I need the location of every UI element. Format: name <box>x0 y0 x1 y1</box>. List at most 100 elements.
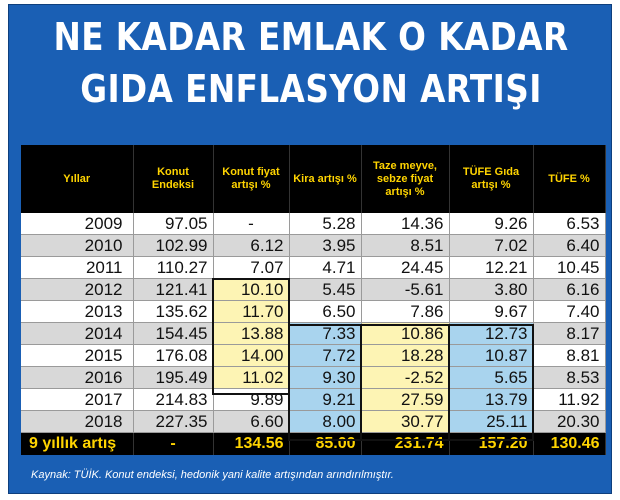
table-row: 2017 214.83 9.89 9.21 27.59 13.79 11.92 <box>21 388 606 411</box>
table-row: 2009 97.05 - 5.28 14.36 9.26 6.53 <box>21 213 606 235</box>
header-cpi: TÜFE % <box>533 145 606 213</box>
table-cell: 102.99 <box>133 234 214 257</box>
table-cell: - <box>213 213 290 235</box>
table-cell: 6.40 <box>533 234 606 257</box>
table-cell: 3.80 <box>449 278 534 301</box>
table-cell: 20.30 <box>533 410 606 433</box>
total-cell: 157.20 <box>449 432 534 455</box>
table-cell: 121.41 <box>133 278 214 301</box>
total-cell: 130.46 <box>533 432 606 455</box>
infographic-panel: NE KADAR EMLAK O KADAR GIDA ENFLASYON AR… <box>8 4 612 494</box>
table-cell: 10.86 <box>361 322 450 345</box>
table-cell: 5.28 <box>289 213 362 235</box>
table-cell: 10.45 <box>533 256 606 279</box>
table-cell: 30.77 <box>361 410 450 433</box>
table-cell: 7.86 <box>361 300 450 323</box>
table-cell: 14.00 <box>213 344 290 367</box>
table-cell: 5.45 <box>289 278 362 301</box>
source-note: Kaynak: TÜİK. Konut endeksi, hedonik yan… <box>31 469 394 481</box>
table-cell: 3.95 <box>289 234 362 257</box>
header-rent-increase: Kira artışı % <box>289 145 362 213</box>
table-row: 2015 176.08 14.00 7.72 18.28 10.87 8.81 <box>21 344 606 367</box>
table-row: 2012 121.41 10.10 5.45 -5.61 3.80 6.16 <box>21 278 606 301</box>
total-label: 9 yıllık artış <box>21 432 134 455</box>
header-fresh-produce-increase: Taze meyve, sebze fiyat artışı % <box>361 145 450 213</box>
table-cell: 9.21 <box>289 388 362 411</box>
table-cell: 24.45 <box>361 256 450 279</box>
header-row: Yıllar Konut Endeksi Konut fiyat artışı … <box>21 145 606 213</box>
table-cell: 6.60 <box>213 410 290 433</box>
table-cell: 13.79 <box>449 388 534 411</box>
table-cell: 7.72 <box>289 344 362 367</box>
table-cell: 8.17 <box>533 322 606 345</box>
table-cell: 9.26 <box>449 213 534 235</box>
table-cell: 12.73 <box>449 322 534 345</box>
table-cell: 227.35 <box>133 410 214 433</box>
table-row: 2016 195.49 11.02 9.30 -2.52 5.65 8.53 <box>21 366 606 389</box>
table-cell: 135.62 <box>133 300 214 323</box>
table-cell: 9.89 <box>213 388 290 411</box>
title-line-1: NE KADAR EMLAK O KADAR <box>53 15 569 59</box>
table-cell: 7.40 <box>533 300 606 323</box>
table-cell: 6.16 <box>533 278 606 301</box>
table-cell: 7.07 <box>213 256 290 279</box>
table-cell: 214.83 <box>133 388 214 411</box>
title-line-2: GIDA ENFLASYON ARTIŞI <box>80 67 542 111</box>
table-cell: 14.36 <box>361 213 450 235</box>
table-cell: 8.53 <box>533 366 606 389</box>
table-cell: 9.67 <box>449 300 534 323</box>
table-cell: 4.71 <box>289 256 362 279</box>
year-cell: 2013 <box>21 300 134 323</box>
table-cell: 27.59 <box>361 388 450 411</box>
header-housing-index: Konut Endeksi <box>133 145 214 213</box>
year-cell: 2016 <box>21 366 134 389</box>
table-cell: 10.87 <box>449 344 534 367</box>
table-cell: 195.49 <box>133 366 214 389</box>
year-cell: 2012 <box>21 278 134 301</box>
header-years: Yıllar <box>21 145 134 213</box>
table-cell: 5.65 <box>449 366 534 389</box>
table-cell: 6.50 <box>289 300 362 323</box>
table-cell: 176.08 <box>133 344 214 367</box>
total-row: 9 yıllık artış - 134.56 85.00 231.74 157… <box>21 432 606 455</box>
year-cell: 2018 <box>21 410 134 433</box>
table-cell: 11.02 <box>213 366 290 389</box>
table-cell: 12.21 <box>449 256 534 279</box>
table-cell: 110.27 <box>133 256 214 279</box>
year-cell: 2009 <box>21 213 134 235</box>
table-cell: 7.02 <box>449 234 534 257</box>
table-cell: 8.81 <box>533 344 606 367</box>
table-cell: 10.10 <box>213 278 290 301</box>
table-cell: 6.53 <box>533 213 606 235</box>
year-cell: 2017 <box>21 388 134 411</box>
table-cell: 8.00 <box>289 410 362 433</box>
table-cell: 9.30 <box>289 366 362 389</box>
table-cell: 7.33 <box>289 322 362 345</box>
total-cell: 231.74 <box>361 432 450 455</box>
infographic-title: NE KADAR EMLAK O KADAR GIDA ENFLASYON AR… <box>51 11 570 115</box>
table-row: 2011 110.27 7.07 4.71 24.45 12.21 10.45 <box>21 256 606 279</box>
total-cell: 134.56 <box>213 432 290 455</box>
header-cpi-food-increase: TÜFE Gıda artışı % <box>449 145 534 213</box>
total-cell: 85.00 <box>289 432 362 455</box>
year-cell: 2010 <box>21 234 134 257</box>
table-cell: -5.61 <box>361 278 450 301</box>
header-housing-price-increase: Konut fiyat artışı % <box>213 145 290 213</box>
table-cell: 11.92 <box>533 388 606 411</box>
table-row: 2014 154.45 13.88 7.33 10.86 12.73 8.17 <box>21 322 606 345</box>
table-cell: 6.12 <box>213 234 290 257</box>
table-row: 2010 102.99 6.12 3.95 8.51 7.02 6.40 <box>21 234 606 257</box>
table-cell: 8.51 <box>361 234 450 257</box>
table-cell: 97.05 <box>133 213 214 235</box>
table-cell: 25.11 <box>449 410 534 433</box>
year-cell: 2015 <box>21 344 134 367</box>
data-table: Yıllar Konut Endeksi Konut fiyat artışı … <box>21 145 606 455</box>
year-cell: 2014 <box>21 322 134 345</box>
table-cell: 154.45 <box>133 322 214 345</box>
table-cell: -2.52 <box>361 366 450 389</box>
table-cell: 18.28 <box>361 344 450 367</box>
table-row: 2013 135.62 11.70 6.50 7.86 9.67 7.40 <box>21 300 606 323</box>
table-row: 2018 227.35 6.60 8.00 30.77 25.11 20.30 <box>21 410 606 433</box>
year-cell: 2011 <box>21 256 134 279</box>
total-cell: - <box>133 432 214 455</box>
